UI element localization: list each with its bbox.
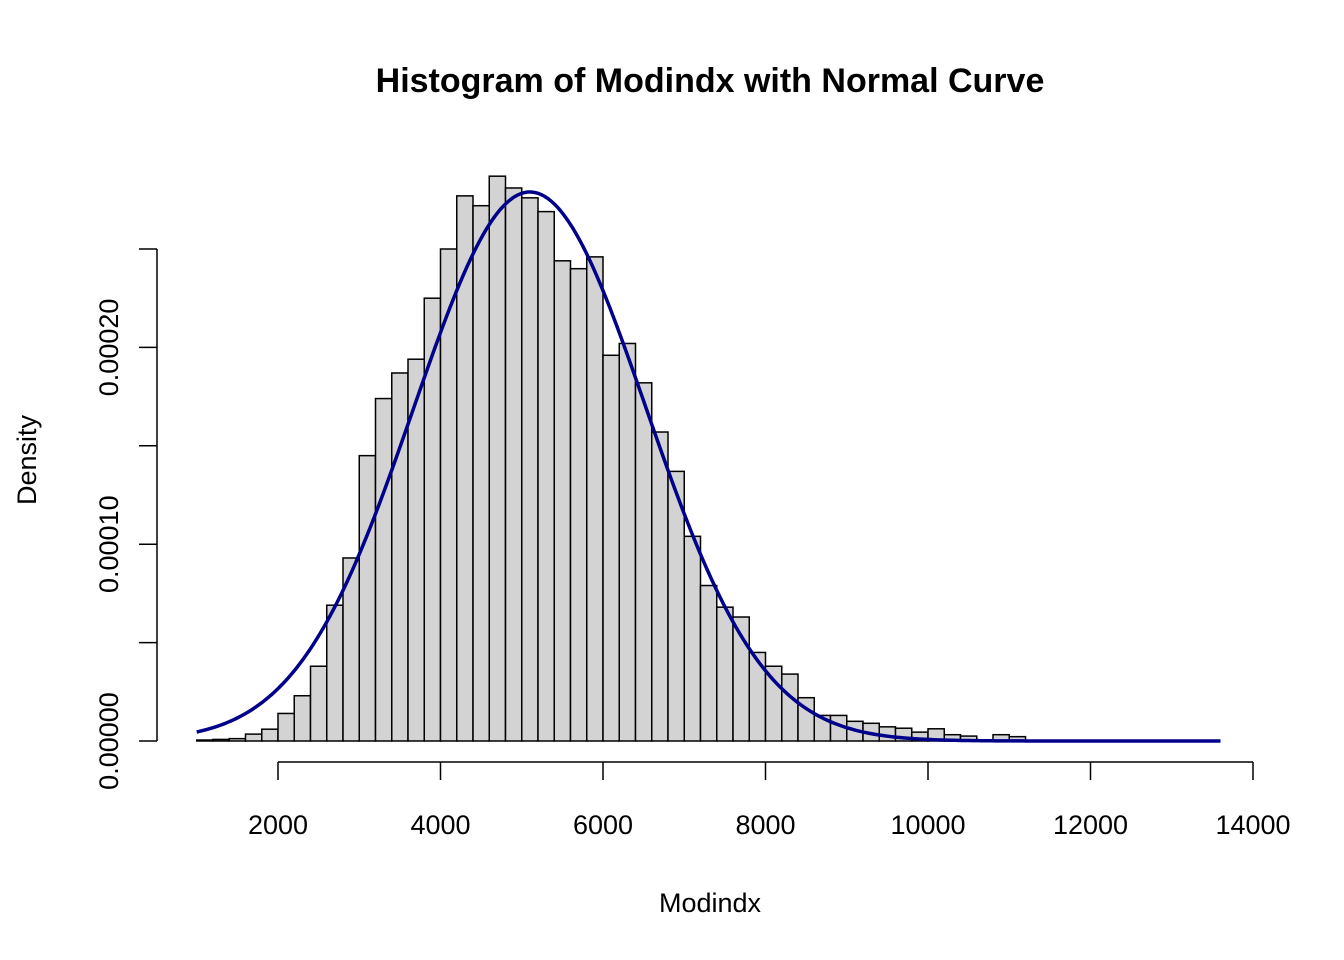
histogram-bar bbox=[537, 210, 555, 742]
histogram-bar bbox=[602, 354, 620, 742]
x-tick-label: 2000 bbox=[248, 810, 308, 840]
x-tick-label: 10000 bbox=[890, 810, 965, 840]
histogram-bar bbox=[423, 297, 442, 742]
histogram-bar bbox=[261, 728, 279, 742]
x-tick-label: 14000 bbox=[1215, 810, 1290, 840]
x-tick-label: 8000 bbox=[735, 810, 795, 840]
histogram-bar bbox=[699, 584, 718, 742]
normal-curve-line bbox=[196, 190, 1221, 743]
histogram-bar bbox=[651, 431, 669, 742]
x-tick-label: 6000 bbox=[573, 810, 633, 840]
chart-title: Histogram of Modindx with Normal Curve bbox=[376, 62, 1045, 100]
y-axis-label: Density bbox=[12, 414, 42, 505]
x-tick-label: 12000 bbox=[1053, 810, 1128, 840]
histogram-bar bbox=[716, 606, 734, 742]
histogram-bar bbox=[618, 342, 637, 742]
histogram-bar bbox=[586, 256, 604, 742]
histogram-bar bbox=[326, 604, 344, 742]
histogram-bars bbox=[196, 175, 1027, 742]
x-axis: 2000 4000 6000 8000 10000 12000 14000 bbox=[248, 761, 1291, 840]
histogram-bar bbox=[634, 382, 653, 742]
histogram-bar bbox=[456, 195, 474, 742]
histogram-bar bbox=[521, 197, 539, 742]
histogram-bar bbox=[553, 260, 572, 742]
histogram-bar bbox=[228, 737, 247, 742]
histogram-bar bbox=[683, 535, 702, 742]
y-tick-label: 0.00020 bbox=[94, 299, 124, 397]
histogram-bar bbox=[244, 733, 263, 742]
histogram-bar bbox=[374, 397, 393, 742]
y-tick-label: 0.00000 bbox=[94, 692, 124, 790]
histogram-bar bbox=[764, 665, 783, 742]
y-tick-label: 0.00010 bbox=[94, 495, 124, 593]
histogram-bar bbox=[781, 673, 799, 742]
histogram-bar bbox=[488, 175, 507, 742]
histogram-bar bbox=[212, 738, 230, 742]
x-tick-label: 4000 bbox=[410, 810, 470, 840]
histogram-bar bbox=[309, 665, 328, 742]
histogram-bar bbox=[569, 267, 588, 742]
histogram-bar bbox=[504, 187, 523, 742]
histogram-bar bbox=[277, 712, 295, 742]
histogram-bar bbox=[472, 204, 490, 742]
histogram-bar bbox=[358, 454, 377, 742]
y-axis: 0.00000 0.00010 0.00020 bbox=[94, 248, 158, 790]
histogram-bar bbox=[293, 694, 312, 742]
histogram-bar bbox=[196, 739, 214, 742]
x-axis-label: Modindx bbox=[659, 888, 762, 918]
